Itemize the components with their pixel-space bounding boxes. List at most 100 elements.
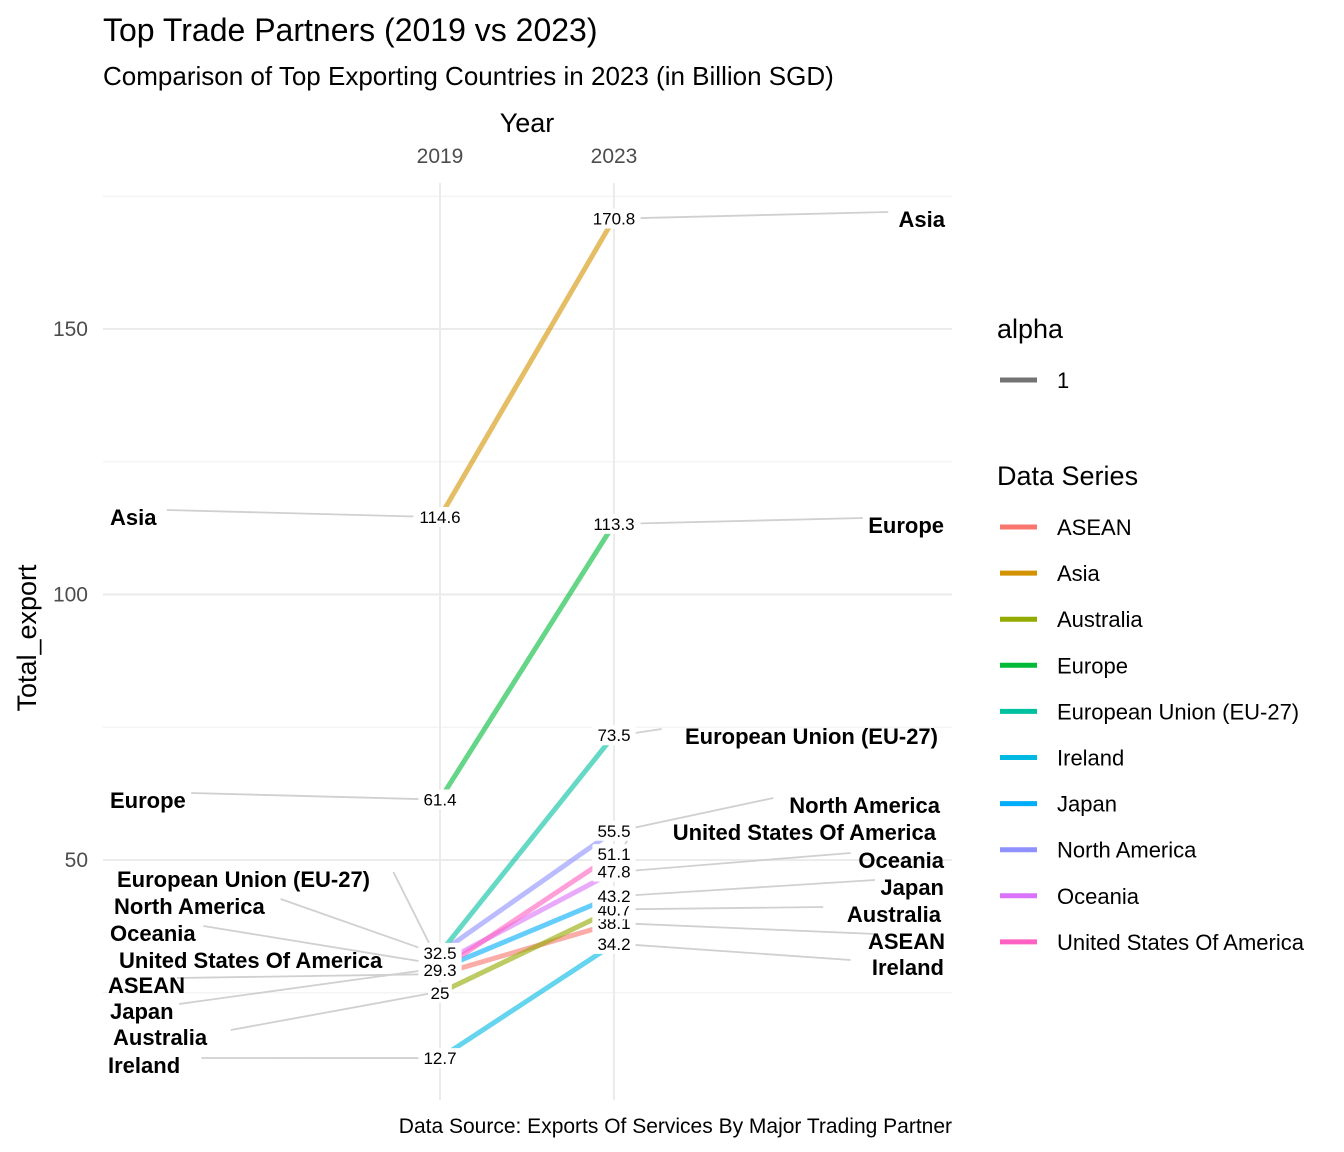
value-label-bg (592, 844, 636, 865)
label-connector-right (619, 797, 774, 832)
value-label-united-states-of-america-2019: 29.3 (423, 961, 456, 980)
value-label-asia-2023: 170.8 (593, 210, 636, 229)
legend-alpha-title: alpha (997, 314, 1064, 344)
legend-label-north-america: North America (1057, 838, 1197, 863)
series-line-ireland (438, 941, 616, 1061)
x-axis-title: Year (500, 108, 555, 138)
series-layer (437, 217, 617, 1061)
series-line-united-states-of-america (438, 852, 616, 972)
series-line-australia (438, 907, 616, 996)
value-label-japan-2023: 43.2 (597, 887, 630, 906)
left-label-north-america: North America (114, 894, 266, 919)
right-label-europe: Europe (868, 513, 944, 538)
label-connector-left (392, 871, 435, 954)
value-label-europe-2019: 61.4 (423, 790, 456, 809)
right-label-oceania: Oceania (858, 848, 944, 873)
value-label-australia-2019: 25 (431, 984, 450, 1003)
value-label-bg (592, 933, 636, 954)
value-label-european-union-eu-27-2023: 73.5 (597, 726, 630, 745)
y-axis-title: Total_export (12, 564, 42, 712)
left-label-united-states-of-america: United States Of America (119, 948, 383, 973)
value-label-north-america-2019: 32.5 (423, 944, 456, 963)
label-connector-left (230, 991, 435, 1031)
value-label-bg (418, 959, 462, 980)
right-label-australia: Australia (847, 902, 942, 927)
series-line-european-union-eu-27 (438, 733, 616, 955)
series-line-north-america (438, 828, 616, 955)
value-label-bg (592, 725, 636, 746)
value-label-ireland-2019: 12.7 (423, 1049, 456, 1068)
value-label-bg (592, 820, 636, 841)
series-line-asia (437, 217, 617, 519)
right-label-european-union-eu-27: European Union (EU-27) (685, 724, 938, 749)
y-tick-label: 50 (65, 849, 88, 872)
legend-label-japan: Japan (1057, 792, 1117, 817)
legend-label-european-union-eu-27: European Union (EU-27) (1057, 699, 1299, 724)
value-label-bg (587, 208, 641, 229)
series-line-europe (437, 522, 617, 801)
legend-alpha-label: 1 (1057, 368, 1069, 393)
legend-label-oceania: Oceania (1057, 884, 1140, 909)
legend-label-asia: Asia (1057, 561, 1101, 586)
value-label-bg (413, 506, 467, 527)
label-connector-layer (166, 211, 889, 1059)
value-label-oceania-2023: 47.8 (597, 863, 630, 882)
legend-label-australia: Australia (1057, 607, 1143, 632)
category-label-layer: ASEAN ASEAN Asia Asia Australia Australia Euro… (108, 207, 946, 1078)
value-label-bg (587, 513, 641, 534)
left-label-asia: Asia (110, 505, 157, 530)
left-label-europe: Europe (110, 788, 186, 813)
chart-caption: Data Source: Exports Of Services By Majo… (399, 1115, 952, 1138)
value-label-ireland-2023: 34.2 (597, 935, 630, 954)
value-label-bg (428, 982, 452, 1003)
value-label-bg (418, 789, 462, 810)
label-connector-left (280, 898, 435, 954)
right-label-asean: ASEAN (868, 929, 945, 954)
value-label-bg (418, 942, 462, 963)
value-label-united-states-of-america-2023: 51.1 (597, 845, 630, 864)
label-connector-right (619, 943, 851, 961)
left-label-asean: ASEAN (108, 973, 185, 998)
label-connector-left (178, 967, 435, 1005)
label-connector-right (619, 906, 824, 911)
value-label-bg (418, 1048, 462, 1069)
left-label-european-union-eu-27: European Union (EU-27) (117, 867, 370, 892)
chart-subtitle: Comparison of Top Exporting Countries in… (103, 61, 834, 91)
left-label-japan: Japan (110, 999, 174, 1024)
label-connector-right (619, 517, 863, 525)
left-label-australia: Australia (113, 1025, 208, 1050)
legend-label-ireland: Ireland (1057, 746, 1124, 771)
value-label-north-america-2023: 55.5 (597, 822, 630, 841)
right-label-japan: Japan (880, 875, 944, 900)
value-label-bg (592, 886, 636, 907)
legend: alpha 1 Data Series ASEAN Asia Australia Europ… (997, 314, 1305, 955)
left-label-oceania: Oceania (110, 921, 196, 946)
left-label-ireland: Ireland (108, 1053, 180, 1078)
y-tick-label: 100 (53, 584, 88, 607)
legend-label-asean: ASEAN (1057, 515, 1132, 540)
value-label-europe-2023: 113.3 (593, 515, 634, 534)
value-label-layer: 38.1114.6170.82540.761.4113.373.512.734.… (413, 208, 641, 1069)
right-label-north-america: North America (789, 793, 941, 818)
x-tick-label: 2023 (591, 145, 638, 168)
label-connector-right (619, 211, 889, 220)
value-label-bg (592, 861, 636, 882)
label-connector-left (166, 509, 435, 518)
label-connector-right (619, 922, 877, 935)
legend-label-united-states-of-america: United States Of America (1057, 930, 1305, 955)
y-tick-label: 150 (53, 318, 88, 341)
right-label-ireland: Ireland (872, 955, 944, 980)
series-line-japan (439, 893, 615, 972)
right-label-asia: Asia (899, 207, 946, 232)
label-connector-right (619, 852, 851, 873)
x-tick-label: 2019 (417, 145, 464, 168)
value-label-asia-2019: 114.6 (419, 508, 460, 527)
right-label-united-states-of-america: United States Of America (673, 820, 937, 845)
label-connector-left (203, 925, 435, 965)
label-connector-left (191, 792, 435, 801)
label-connector-right (619, 879, 876, 898)
chart-title: Top Trade Partners (2019 vs 2023) (103, 12, 598, 48)
legend-label-europe: Europe (1057, 653, 1128, 678)
